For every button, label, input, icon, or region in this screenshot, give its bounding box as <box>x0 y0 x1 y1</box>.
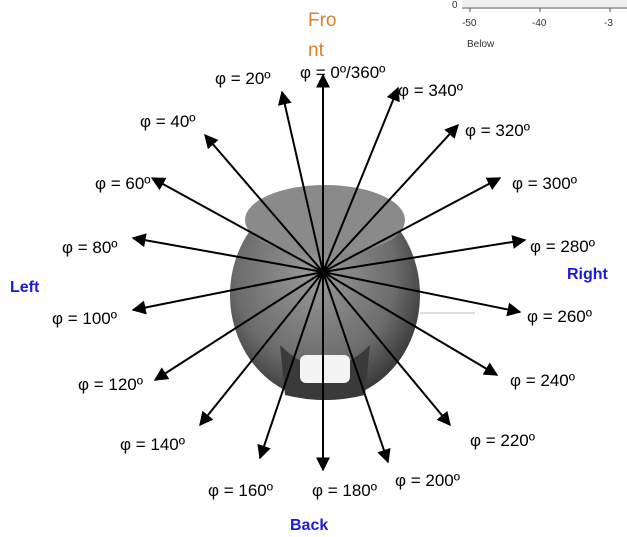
angle-label: φ = 260º <box>527 307 592 326</box>
left-label: Left <box>10 279 40 296</box>
inset-zero: 0 <box>452 0 458 11</box>
back-label: Back <box>290 517 328 534</box>
angle-label: φ = 40º <box>140 112 196 131</box>
angle-label: φ = 80º <box>62 238 118 257</box>
angle-label: φ = 100º <box>52 309 117 328</box>
inset-tick: -40 <box>532 18 547 29</box>
right-label: Right <box>567 266 609 283</box>
scale-inset: 0 -50 -40 -3 Below <box>452 0 627 50</box>
inset-caption: Below <box>467 39 495 50</box>
angle-label: φ = 0º/360º <box>300 63 385 82</box>
front-label: Fro <box>308 10 337 31</box>
angle-label: φ = 200º <box>395 471 460 490</box>
angle-label: φ = 160º <box>208 481 273 500</box>
inset-tick: -50 <box>462 18 477 29</box>
angle-label: φ = 140º <box>120 435 185 454</box>
angle-label: φ = 220º <box>470 431 535 450</box>
angle-label: φ = 20º <box>215 69 271 88</box>
angle-label: φ = 120º <box>78 375 143 394</box>
angle-label: φ = 320º <box>465 121 530 140</box>
diagram: 0 -50 -40 -3 Below φ = 0º/360º φ = 20º φ =… <box>0 0 627 537</box>
angle-label: φ = 340º <box>398 81 463 100</box>
head-image <box>230 185 475 400</box>
front-label: nt <box>308 40 325 61</box>
angle-label: φ = 240º <box>510 371 575 390</box>
angle-label: φ = 180º <box>312 481 377 500</box>
angle-label: φ = 280º <box>530 237 595 256</box>
angle-label: φ = 300º <box>512 174 577 193</box>
inset-tick: -3 <box>604 18 613 29</box>
angle-label: φ = 60º <box>95 174 151 193</box>
